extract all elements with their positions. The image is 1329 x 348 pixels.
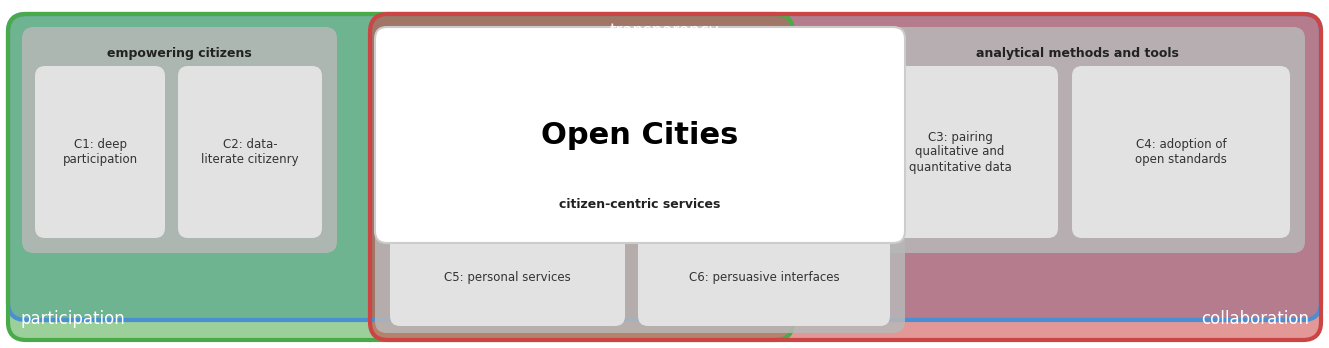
FancyBboxPatch shape xyxy=(8,14,1321,320)
Text: participation: participation xyxy=(20,310,125,328)
Text: Open Cities: Open Cities xyxy=(541,120,739,150)
FancyBboxPatch shape xyxy=(178,66,322,238)
Text: C2: data-
literate citizenry: C2: data- literate citizenry xyxy=(201,138,299,166)
Text: collaboration: collaboration xyxy=(1201,310,1309,328)
FancyBboxPatch shape xyxy=(863,66,1058,238)
Text: C1: deep
participation: C1: deep participation xyxy=(62,138,138,166)
FancyBboxPatch shape xyxy=(35,66,165,238)
FancyBboxPatch shape xyxy=(375,181,905,333)
FancyBboxPatch shape xyxy=(23,27,338,253)
Text: empowering citizens: empowering citizens xyxy=(108,47,253,60)
Text: C6: persuasive interfaces: C6: persuasive interfaces xyxy=(688,271,840,285)
Text: C4: adoption of
open standards: C4: adoption of open standards xyxy=(1135,138,1227,166)
Text: C5: personal services: C5: personal services xyxy=(444,271,571,285)
Text: C3: pairing
qualitative and
quantitative data: C3: pairing qualitative and quantitative… xyxy=(909,130,1011,174)
Text: citizen-centric services: citizen-centric services xyxy=(560,198,720,212)
Text: analytical methods and tools: analytical methods and tools xyxy=(975,47,1179,60)
FancyBboxPatch shape xyxy=(375,27,905,243)
FancyBboxPatch shape xyxy=(851,27,1305,253)
FancyBboxPatch shape xyxy=(369,14,1321,340)
FancyBboxPatch shape xyxy=(8,14,793,340)
FancyBboxPatch shape xyxy=(638,230,890,326)
FancyBboxPatch shape xyxy=(1073,66,1290,238)
Text: transparency: transparency xyxy=(610,22,719,40)
FancyBboxPatch shape xyxy=(389,230,625,326)
